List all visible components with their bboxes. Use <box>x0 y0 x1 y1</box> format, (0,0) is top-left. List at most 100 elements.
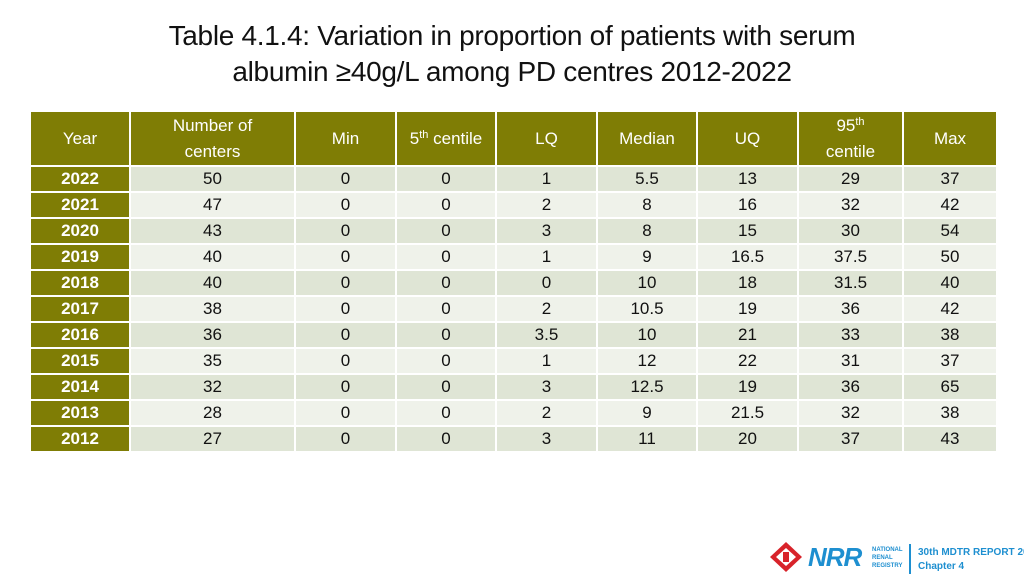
cell-95th-centile: 37.5 <box>798 244 904 271</box>
cell-min: 0 <box>295 348 397 375</box>
table-row: 2021 47 0 0 2 8 16 32 42 <box>31 192 998 219</box>
cell-number-of-centers: 36 <box>130 322 296 349</box>
title-line-2: albumin ≥40g/L among PD centres 2012-202… <box>232 56 792 87</box>
cell-5th-centile: 0 <box>396 400 497 427</box>
cell-lq: 2 <box>496 192 598 219</box>
cell-lq: 3 <box>496 426 598 453</box>
title-line-1: Table 4.1.4: Variation in proportion of … <box>168 20 856 51</box>
cell-median: 12.5 <box>597 374 698 401</box>
cell-min: 0 <box>295 218 397 245</box>
cell-lq: 3.5 <box>496 322 598 349</box>
cell-median: 10 <box>597 322 698 349</box>
table-row: 2020 43 0 0 3 8 15 30 54 <box>31 218 998 245</box>
table-row: 2017 38 0 0 2 10.5 19 36 42 <box>31 296 998 323</box>
cell-min: 0 <box>295 426 397 453</box>
cell-year: 2016 <box>31 322 131 349</box>
cell-5th-centile: 0 <box>396 218 497 245</box>
cell-max: 65 <box>903 374 998 401</box>
cell-lq: 1 <box>496 244 598 271</box>
cell-max: 43 <box>903 426 998 453</box>
cell-number-of-centers: 38 <box>130 296 296 323</box>
cell-number-of-centers: 40 <box>130 270 296 297</box>
cell-max: 50 <box>903 244 998 271</box>
cell-min: 0 <box>295 192 397 219</box>
cell-year: 2013 <box>31 400 131 427</box>
table-row: 2022 50 0 0 1 5.5 13 29 37 <box>31 166 998 193</box>
cell-lq: 2 <box>496 296 598 323</box>
cell-uq: 22 <box>697 348 799 375</box>
cell-min: 0 <box>295 166 397 193</box>
cell-min: 0 <box>295 322 397 349</box>
registry-name: NATIONAL RENAL REGISTRY <box>872 547 903 569</box>
cell-95th-centile: 33 <box>798 322 904 349</box>
header-number-of-centers: Number of centers <box>130 112 296 167</box>
cell-median: 9 <box>597 244 698 271</box>
cell-max: 37 <box>903 166 998 193</box>
header-5th-centile: 5th centile <box>396 112 497 167</box>
cell-5th-centile: 0 <box>396 426 497 453</box>
cell-min: 0 <box>295 374 397 401</box>
header-min: Min <box>295 112 397 167</box>
cell-year: 2020 <box>31 218 131 245</box>
cell-5th-centile: 0 <box>396 374 497 401</box>
cell-uq: 13 <box>697 166 799 193</box>
cell-95th-centile: 29 <box>798 166 904 193</box>
cell-median: 12 <box>597 348 698 375</box>
cell-uq: 16.5 <box>697 244 799 271</box>
cell-number-of-centers: 47 <box>130 192 296 219</box>
header-row: Year Number of centers Min 5th centile L… <box>31 112 998 167</box>
cell-uq: 18 <box>697 270 799 297</box>
cell-uq: 21 <box>697 322 799 349</box>
cell-5th-centile: 0 <box>396 322 497 349</box>
footer-branding: NRR NATIONAL RENAL REGISTRY 30th MDTR RE… <box>768 538 1024 576</box>
table-row: 2015 35 0 0 1 12 22 31 37 <box>31 348 998 375</box>
cell-uq: 19 <box>697 296 799 323</box>
header-year: Year <box>31 112 131 167</box>
cell-lq: 2 <box>496 400 598 427</box>
cell-number-of-centers: 27 <box>130 426 296 453</box>
cell-max: 38 <box>903 400 998 427</box>
albumin-table: Year Number of centers Min 5th centile L… <box>31 112 998 453</box>
cell-uq: 19 <box>697 374 799 401</box>
cell-lq: 3 <box>496 374 598 401</box>
cell-year: 2018 <box>31 270 131 297</box>
cell-median: 10 <box>597 270 698 297</box>
cell-95th-centile: 36 <box>798 374 904 401</box>
cell-lq: 0 <box>496 270 598 297</box>
table-row: 2014 32 0 0 3 12.5 19 36 65 <box>31 374 998 401</box>
cell-median: 8 <box>597 218 698 245</box>
cell-95th-centile: 32 <box>798 192 904 219</box>
header-uq: UQ <box>697 112 799 167</box>
header-max: Max <box>903 112 998 167</box>
cell-95th-centile: 31 <box>798 348 904 375</box>
cell-max: 42 <box>903 296 998 323</box>
cell-year: 2017 <box>31 296 131 323</box>
cell-median: 10.5 <box>597 296 698 323</box>
cell-lq: 1 <box>496 166 598 193</box>
cell-lq: 1 <box>496 348 598 375</box>
footer-divider <box>909 544 911 574</box>
cell-uq: 20 <box>697 426 799 453</box>
cell-95th-centile: 30 <box>798 218 904 245</box>
page-title: Table 4.1.4: Variation in proportion of … <box>0 18 1024 90</box>
cell-95th-centile: 32 <box>798 400 904 427</box>
cell-5th-centile: 0 <box>396 296 497 323</box>
cell-max: 37 <box>903 348 998 375</box>
cell-max: 40 <box>903 270 998 297</box>
cell-5th-centile: 0 <box>396 244 497 271</box>
cell-min: 0 <box>295 244 397 271</box>
cell-max: 54 <box>903 218 998 245</box>
table-row: 2012 27 0 0 3 11 20 37 43 <box>31 426 998 453</box>
cell-min: 0 <box>295 270 397 297</box>
cell-year: 2014 <box>31 374 131 401</box>
cell-lq: 3 <box>496 218 598 245</box>
report-info: 30th MDTR REPORT 2022 Chapter 4 <box>918 546 1024 574</box>
cell-number-of-centers: 43 <box>130 218 296 245</box>
chapter-label: Chapter 4 <box>918 561 965 572</box>
cell-5th-centile: 0 <box>396 192 497 219</box>
cell-min: 0 <box>295 400 397 427</box>
cell-number-of-centers: 28 <box>130 400 296 427</box>
cell-95th-centile: 37 <box>798 426 904 453</box>
cell-min: 0 <box>295 296 397 323</box>
cell-year: 2012 <box>31 426 131 453</box>
